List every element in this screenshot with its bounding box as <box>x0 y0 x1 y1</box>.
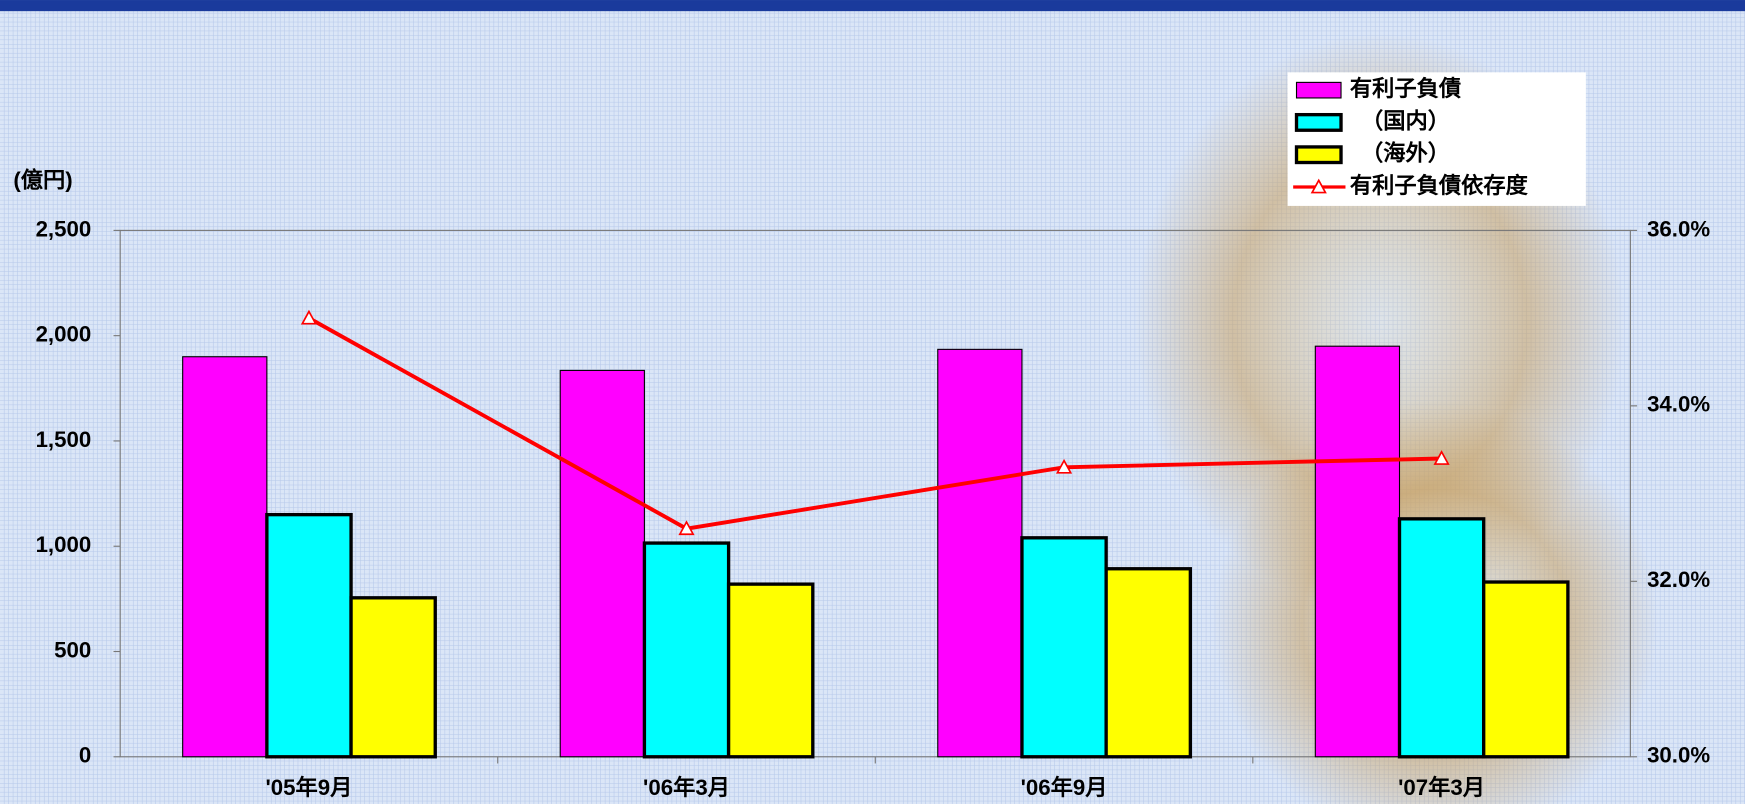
legend-marker <box>1310 178 1327 194</box>
bar <box>349 596 437 759</box>
legend-label: （海外） <box>1350 140 1450 166</box>
bar <box>642 541 731 759</box>
y-tick-label: 0 <box>79 743 91 768</box>
y-tick-label: 2,500 <box>36 216 92 241</box>
bar <box>1314 345 1401 758</box>
marker <box>300 309 318 325</box>
legend-swatch <box>1295 81 1342 99</box>
x-tick-label: '07年3月 <box>1398 774 1485 800</box>
y-tick-label: 2,000 <box>36 322 92 347</box>
y2-tick-label: 36.0% <box>1647 216 1710 241</box>
marker <box>1433 450 1450 465</box>
top-band <box>0 0 1745 12</box>
bar <box>937 348 1023 758</box>
bar <box>1020 536 1108 759</box>
bar <box>1397 517 1486 759</box>
legend-label: 有利子負債依存度 <box>1350 172 1529 198</box>
bar <box>182 356 268 758</box>
y2-tick-label: 32.0% <box>1647 567 1710 592</box>
y-tick-label: 1,000 <box>36 532 92 557</box>
legend-swatch <box>1294 112 1343 132</box>
bar <box>265 512 353 759</box>
bar <box>726 582 815 759</box>
x-tick-label: '06年3月 <box>643 774 730 800</box>
y2-tick-label: 30.0% <box>1647 743 1710 768</box>
legend-label: 有利子負債 <box>1350 75 1461 101</box>
legend-swatch <box>1294 145 1343 165</box>
marker <box>678 520 695 536</box>
y-tick-label: 1,500 <box>36 427 92 452</box>
legend-label: （国内） <box>1350 108 1450 133</box>
bar <box>1104 567 1193 759</box>
marker <box>1055 458 1073 474</box>
x-tick-label: '06年9月 <box>1021 774 1108 800</box>
y2-tick-label: 34.0% <box>1647 392 1710 417</box>
line <box>308 316 1442 531</box>
y-tick-label: 500 <box>54 637 91 662</box>
bar <box>1482 580 1570 759</box>
bar <box>559 369 645 758</box>
x-tick-label: '05年9月 <box>266 774 353 800</box>
y-axis-label: (億円) <box>13 167 72 192</box>
